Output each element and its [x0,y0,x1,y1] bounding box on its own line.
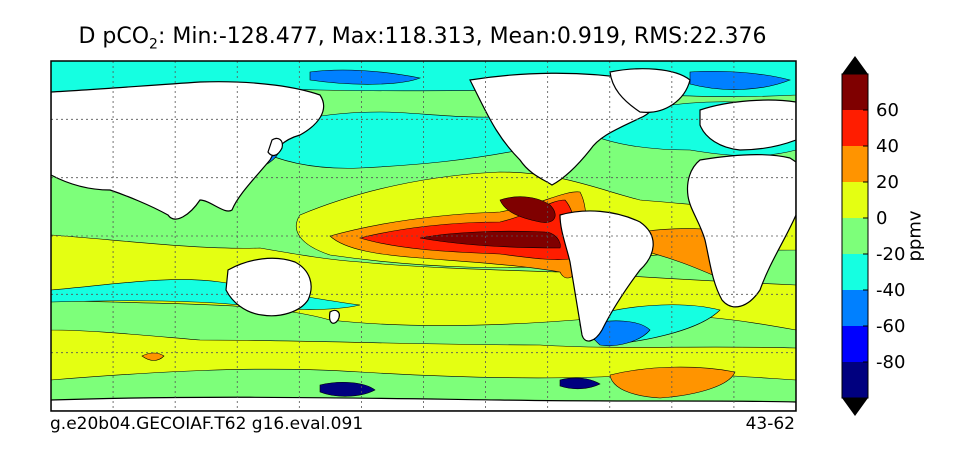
greenland-land [609,68,691,113]
title-subscript: 2 [149,36,158,53]
colorbar-tick-label: -80 [876,352,905,373]
ocean-map [51,61,796,411]
north-america-land [469,72,656,186]
colorbar-swatch [842,326,868,362]
map-frame [50,60,797,412]
colorbar-frame [841,73,869,399]
colorbar-tick-label: -40 [876,280,905,301]
australia-land [225,257,312,317]
arctic-blue-2 [689,70,791,90]
southern-orange-patch [609,366,736,399]
colorbar-swatch [842,146,868,182]
colorbar-swatch [842,218,868,254]
colorbar-units-label: ppmv [904,210,926,262]
japan-land [267,137,283,157]
arctic-blue-1 [309,69,422,85]
eurasia-land [51,81,325,220]
colorbar [841,56,869,416]
europe-land [699,99,796,151]
map-gridlines [51,61,796,411]
colorbar-tick-label: 60 [876,100,899,121]
colorbar-tick-label: 20 [876,172,899,193]
southern-navy-spot-2 [559,377,601,390]
colorbar-swatch [842,182,868,218]
colorbar-tick-label: -60 [876,316,905,337]
new-zealand-land [329,309,340,324]
south-america-land [559,210,654,342]
plot-title: D pCO2: Min:-128.477, Max:118.313, Mean:… [0,24,845,52]
colorbar-ticks: -80 -60 -40 -20 0 20 40 60 [863,100,905,373]
colorbar-tick-label: -20 [876,244,905,265]
colorbar-extend-min [842,398,868,416]
colorbar-swatch [842,362,868,398]
pacific-darkred-core [419,230,561,249]
title-stats: : Min:-128.477, Max:118.313, Mean:0.919,… [157,24,767,49]
pacific-darkred-north [499,196,556,223]
colorbar-extend-max [842,56,868,74]
colorbar-swatch [842,110,868,146]
colorbar-tick-label: 40 [876,136,899,157]
indian-orange-blob [141,352,165,361]
title-variable: D pCO [78,24,150,49]
africa-land [686,154,796,308]
colorbar-tick-label: 0 [876,208,887,229]
year-range: 43-62 [745,414,795,434]
case-name: g.e20b04.GECOIAF.T62 g16.eval.091 [50,414,364,434]
colorbar-swatch [842,74,868,110]
colorbar-swatch [842,254,868,290]
colorbar-swatch [842,290,868,326]
